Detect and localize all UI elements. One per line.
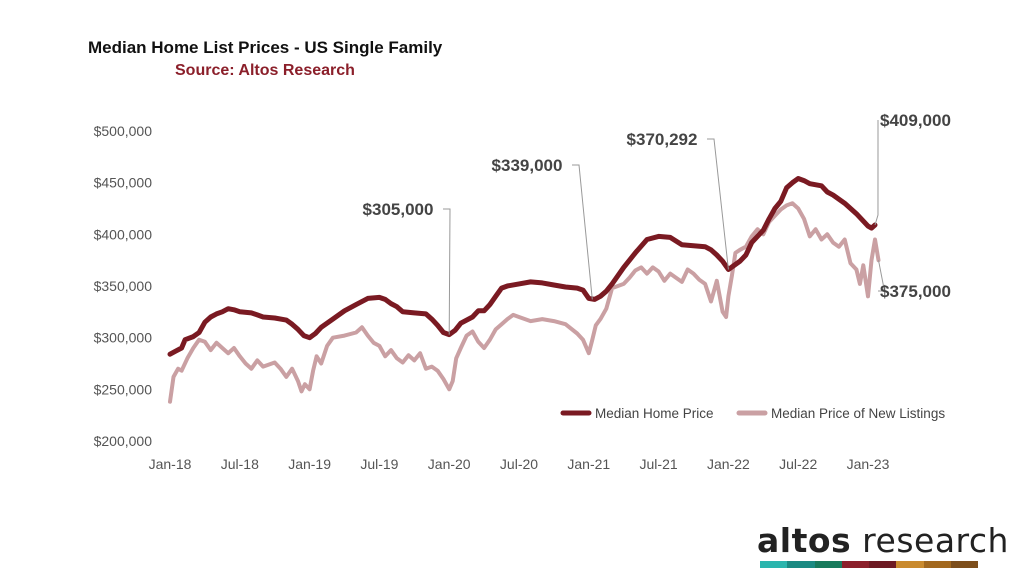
brand-color-segment bbox=[760, 561, 788, 568]
series-layer bbox=[167, 176, 881, 404]
brand-color-segment bbox=[896, 561, 924, 568]
y-tick-label: $350,000 bbox=[94, 278, 153, 294]
brand-color-segment bbox=[841, 561, 869, 568]
annotation-leader-line bbox=[572, 164, 593, 300]
x-tick-label: Jan-19 bbox=[288, 456, 331, 472]
annotation-leader-line bbox=[443, 208, 451, 335]
x-tick-label: Jan-18 bbox=[149, 456, 192, 472]
x-tick-label: Jan-21 bbox=[567, 456, 610, 472]
annotation-label: $305,000 bbox=[363, 200, 434, 219]
x-axis: Jan-18 Jul-18 Jan-19 Jul-19 Jan-20 Jul-20 Jan-… bbox=[149, 456, 890, 472]
x-tick-label: Jul-21 bbox=[640, 456, 678, 472]
x-tick-label: Jul-20 bbox=[500, 456, 538, 472]
y-tick-label: $400,000 bbox=[94, 226, 153, 242]
y-axis: $500,000 $450,000 $400,000 $350,000 $300,000… bbox=[94, 123, 153, 449]
y-tick-label: $250,000 bbox=[94, 381, 153, 397]
brand-logo: altos research bbox=[757, 521, 1009, 560]
x-tick-label: Jan-20 bbox=[428, 456, 471, 472]
annotation-label: $409,000 bbox=[880, 111, 951, 130]
legend-label-median-new-listings: Median Price of New Listings bbox=[771, 406, 945, 421]
y-tick-label: $500,000 bbox=[94, 123, 153, 139]
brand-color-segment bbox=[814, 561, 842, 568]
series-line-median-new-listings bbox=[168, 201, 881, 404]
y-tick-label: $200,000 bbox=[94, 433, 153, 449]
brand-color-segment bbox=[869, 561, 897, 568]
x-tick-label: Jan-22 bbox=[707, 456, 750, 472]
brand-word-altos: altos bbox=[757, 521, 852, 560]
series-line-median-home-price bbox=[167, 176, 878, 357]
x-tick-label: Jan-23 bbox=[847, 456, 890, 472]
annotation-leader-line bbox=[707, 138, 729, 270]
brand-color-segment bbox=[923, 561, 951, 568]
y-tick-label: $450,000 bbox=[94, 175, 153, 191]
annotation-leader-line bbox=[874, 119, 879, 226]
chart-title: Median Home List Prices - US Single Fami… bbox=[88, 38, 443, 57]
chart-subtitle: Source: Altos Research bbox=[175, 62, 355, 79]
y-tick-label: $300,000 bbox=[94, 330, 153, 346]
x-tick-label: Jul-19 bbox=[360, 456, 398, 472]
brand-color-bar bbox=[760, 561, 978, 568]
legend-label-median-home-price: Median Home Price bbox=[595, 406, 714, 421]
annotation-label: $339,000 bbox=[492, 156, 563, 175]
brand-color-segment bbox=[950, 561, 978, 568]
legend: Median Home Price Median Price of New Lis… bbox=[560, 406, 945, 421]
x-tick-label: Jul-22 bbox=[779, 456, 817, 472]
x-tick-label: Jul-18 bbox=[221, 456, 259, 472]
brand-word-research: research bbox=[862, 521, 1009, 560]
annotation-layer: $305,000 $339,000 $370,292 $409,000 $375,000 bbox=[363, 111, 951, 335]
annotation-label: $370,292 bbox=[627, 130, 698, 149]
annotation-leader-line bbox=[878, 260, 886, 292]
brand-color-segment bbox=[787, 561, 815, 568]
annotation-label: $375,000 bbox=[880, 282, 951, 301]
